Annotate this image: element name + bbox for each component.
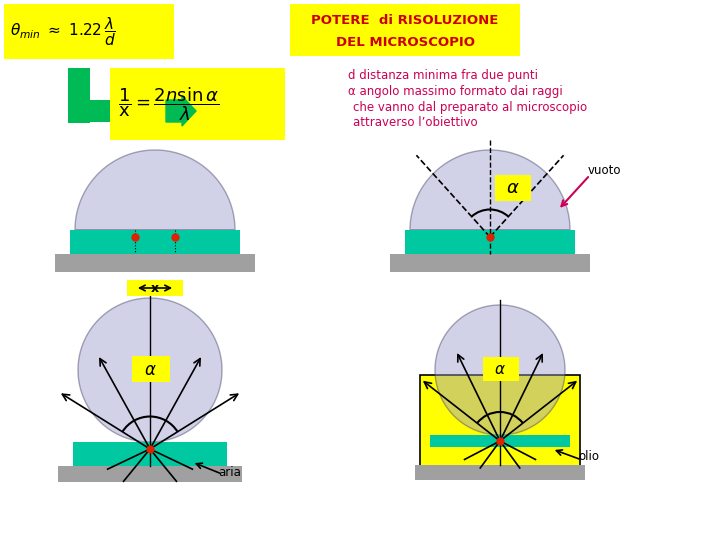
Bar (127, 280, 183, 296)
Text: vuoto: vuoto (588, 164, 621, 177)
Bar (390, 254, 590, 272)
Text: $\theta_{min}\ \approx\ 1.22\,\dfrac{\lambda}{d}$: $\theta_{min}\ \approx\ 1.22\,\dfrac{\la… (10, 16, 116, 49)
Polygon shape (435, 305, 565, 435)
Bar (495, 175, 531, 201)
Bar (70, 230, 240, 244)
Text: $\dfrac{1}{\mathrm{x}} = \dfrac{2n\sin\alpha}{\lambda}$: $\dfrac{1}{\mathrm{x}} = \dfrac{2n\sin\a… (118, 85, 219, 123)
Text: α angolo massimo formato dai raggi: α angolo massimo formato dai raggi (348, 85, 563, 98)
Text: attraverso l’obiettivo: attraverso l’obiettivo (353, 117, 477, 130)
Bar (58, 466, 242, 482)
Bar (420, 375, 580, 470)
Bar (110, 68, 285, 140)
Text: DEL MICROSCOPIO: DEL MICROSCOPIO (336, 36, 474, 49)
Bar (483, 357, 519, 381)
Text: $\alpha$: $\alpha$ (144, 361, 156, 379)
Bar (68, 100, 158, 122)
Polygon shape (78, 298, 222, 442)
Bar (405, 244, 575, 254)
Text: $\alpha$: $\alpha$ (506, 179, 520, 197)
Bar (70, 244, 240, 254)
Text: che vanno dal preparato al microscopio: che vanno dal preparato al microscopio (353, 102, 587, 114)
Bar (4, 4, 174, 59)
Text: x: x (151, 281, 159, 294)
Polygon shape (410, 150, 570, 230)
Text: olio: olio (578, 450, 599, 463)
Bar (290, 4, 520, 56)
Text: aria: aria (218, 465, 241, 478)
FancyArrow shape (166, 96, 196, 126)
Bar (405, 230, 575, 244)
Text: POTERE  di RISOLUZIONE: POTERE di RISOLUZIONE (311, 14, 499, 26)
Bar (430, 435, 570, 447)
Bar (132, 356, 170, 382)
Text: d distanza minima fra due punti: d distanza minima fra due punti (348, 69, 538, 82)
Bar (73, 456, 227, 466)
Bar (73, 442, 227, 456)
Bar (415, 465, 585, 480)
Bar (68, 68, 90, 123)
Polygon shape (75, 150, 235, 230)
Text: $\alpha$: $\alpha$ (494, 362, 506, 377)
Bar (55, 254, 255, 272)
